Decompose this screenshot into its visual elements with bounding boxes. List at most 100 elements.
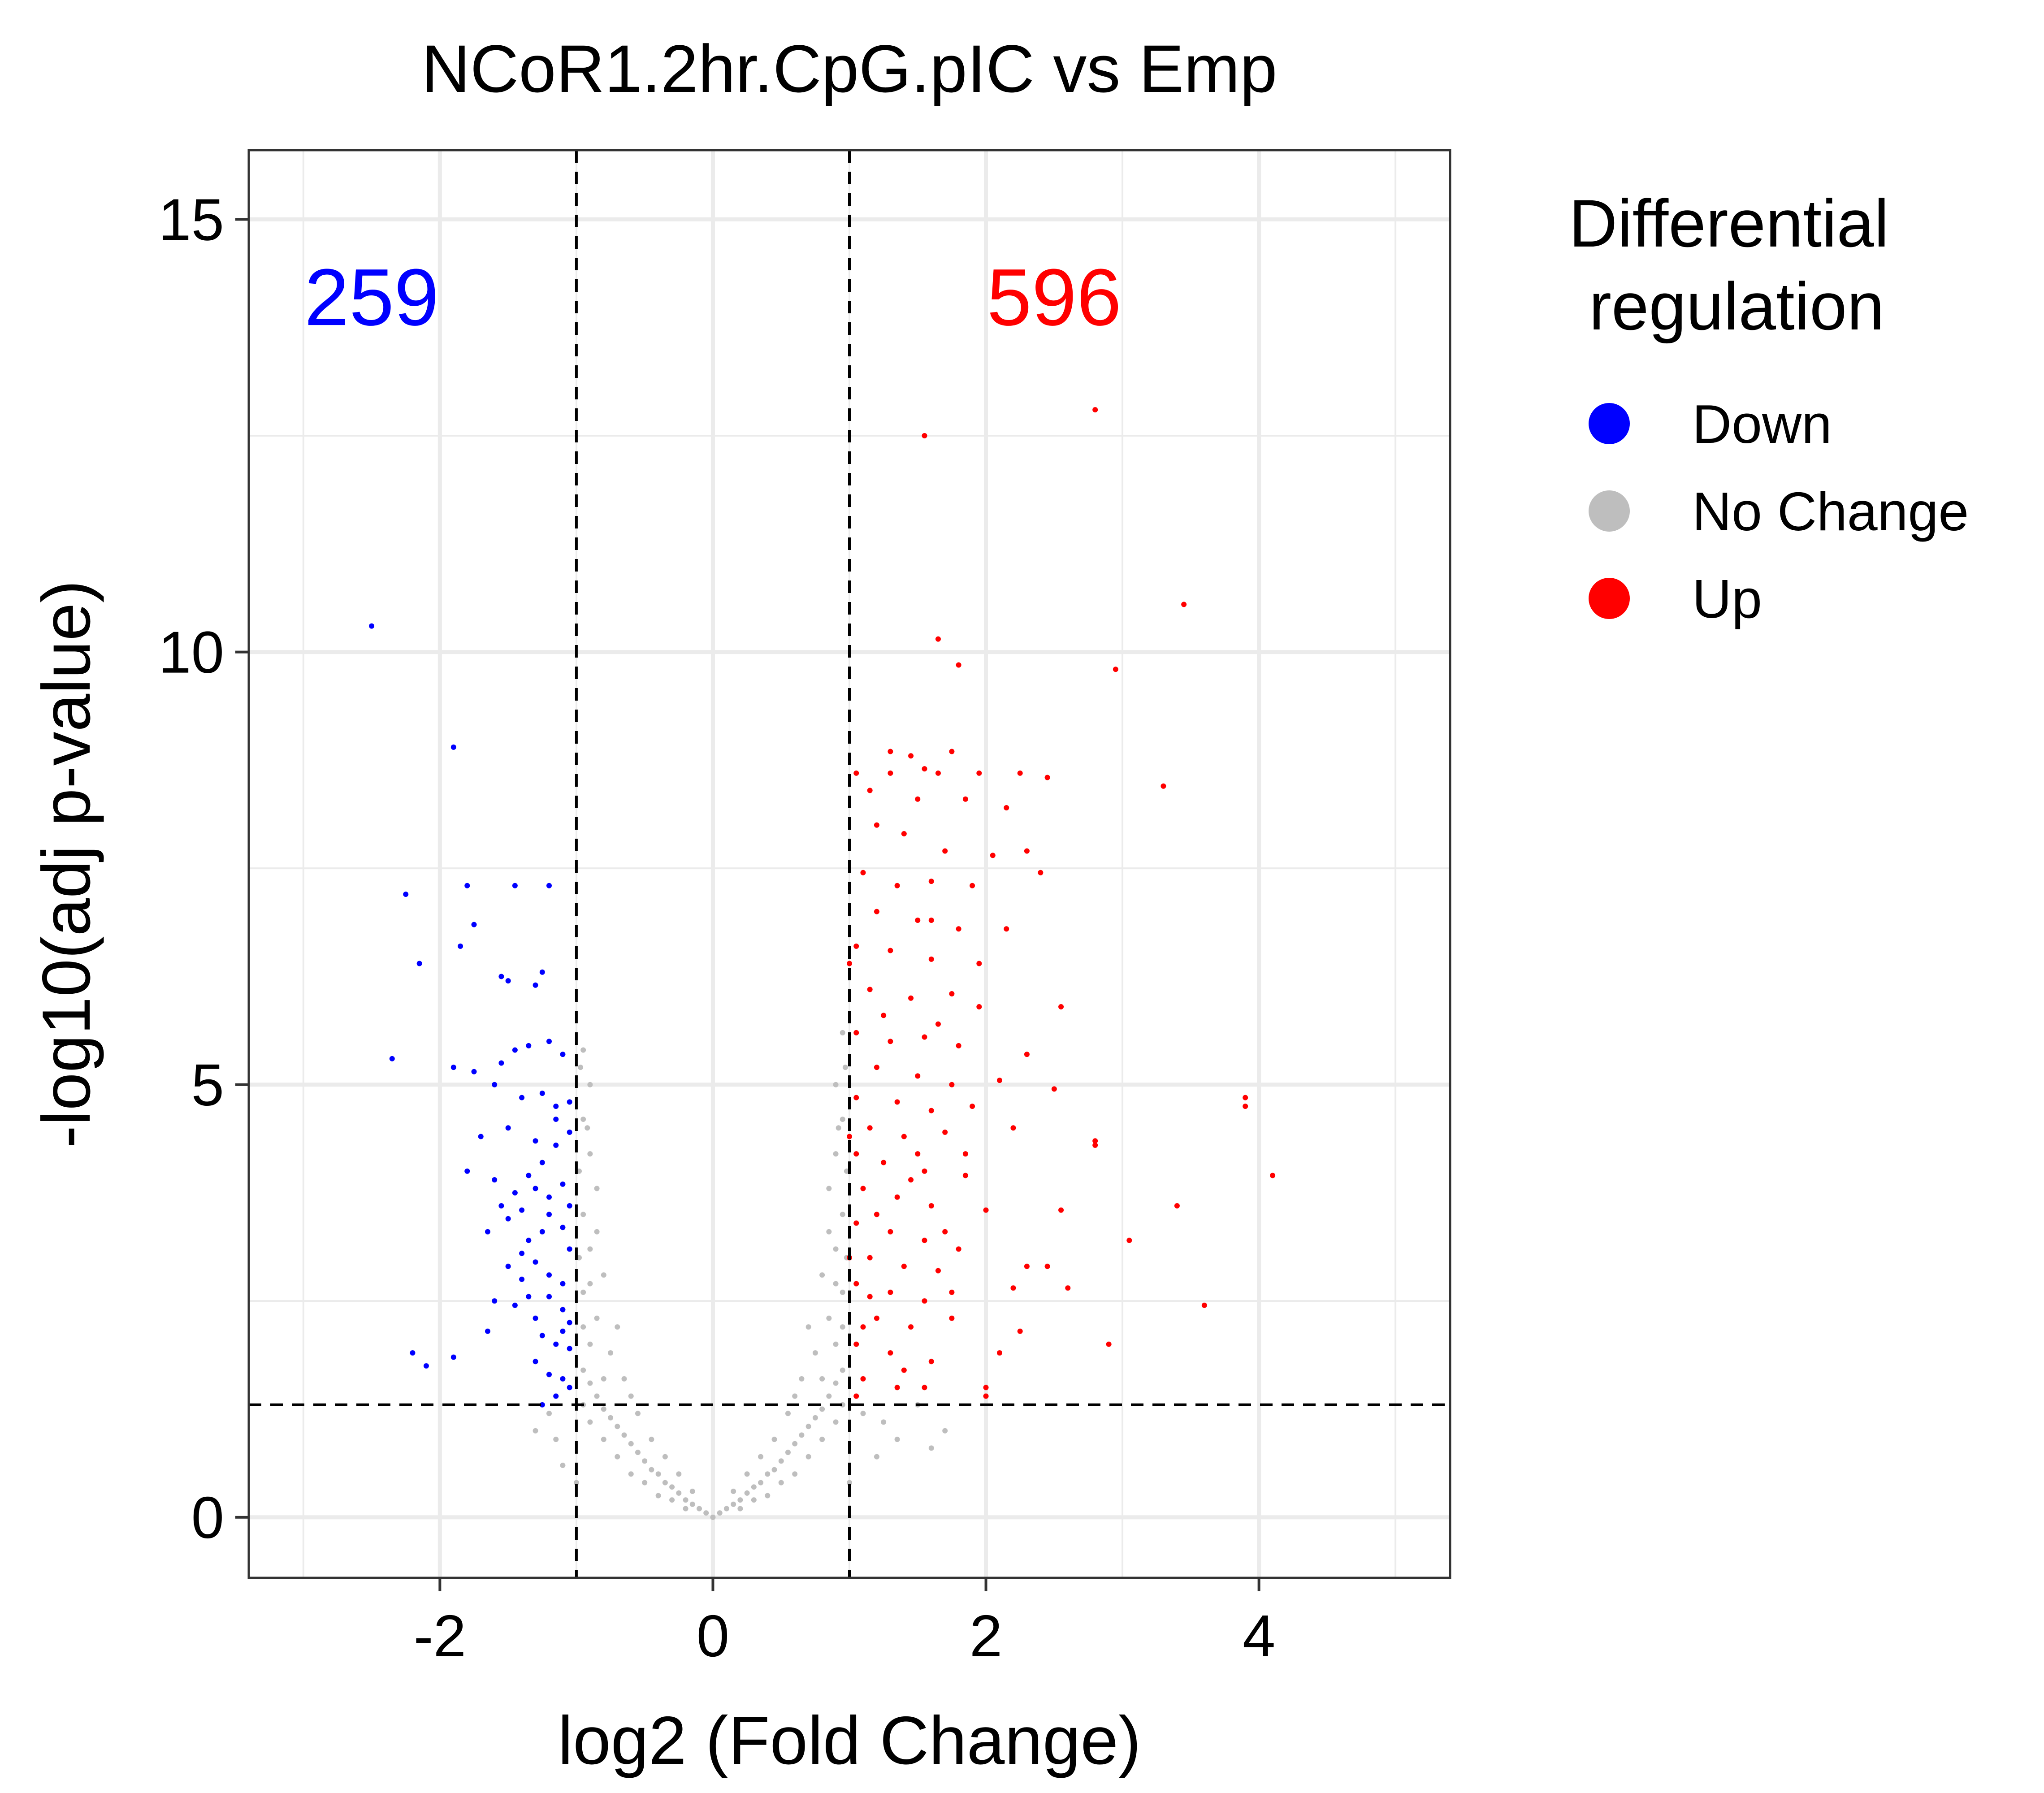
point-down [526,1043,532,1048]
point-up [976,1004,982,1009]
point-up [997,1078,1002,1083]
data-points [369,407,1276,1520]
point-no-change [689,1488,695,1494]
point-up [983,1207,989,1213]
point-no-change [587,1082,593,1087]
point-up [970,1103,975,1109]
legend-label-down: Down [1692,394,1832,455]
point-down [464,883,470,888]
point-no-change [805,1424,811,1429]
point-up [894,883,900,888]
point-down [478,1134,484,1139]
point-no-change [826,1315,832,1321]
point-up [1017,1328,1023,1334]
point-no-change [580,1290,586,1295]
point-up [888,1350,893,1356]
point-no-change [560,1463,566,1468]
point-up [1106,1341,1112,1347]
point-up [1126,1238,1132,1243]
count-annotations: 259 596 [304,252,1122,342]
point-no-change [805,1454,811,1460]
point-down [519,1277,525,1282]
point-down [458,943,463,949]
point-up [956,662,961,668]
point-no-change [836,1125,841,1131]
point-no-change [676,1490,682,1496]
point-no-change [805,1324,811,1330]
point-up [860,1186,866,1191]
point-down [389,1056,395,1061]
point-no-change [594,1315,600,1321]
legend-entries: Down No Change Up [1589,394,1969,629]
point-no-change [819,1376,825,1382]
point-no-change [758,1454,764,1460]
point-up [942,1129,948,1135]
point-down [533,1259,538,1265]
point-down [567,1385,572,1390]
point-no-change [649,1467,654,1473]
point-down [553,1142,559,1148]
point-no-change [826,1229,832,1234]
point-no-change [608,1415,614,1421]
point-up [1243,1095,1248,1100]
point-down [403,892,409,897]
legend-key-down [1589,403,1630,444]
point-down [539,1160,545,1165]
point-down [546,1194,552,1200]
point-up [970,883,975,888]
point-up [874,1315,879,1321]
point-no-change [942,1428,948,1434]
point-up [881,1013,887,1018]
point-down [498,1203,504,1208]
point-up [901,1134,907,1139]
point-no-change [844,1168,849,1174]
point-up [1010,1125,1016,1131]
point-up [1092,1138,1098,1144]
point-up [908,1177,914,1183]
point-no-change [615,1424,620,1429]
point-no-change [580,1367,586,1373]
legend-title-line-2: regulation [1589,269,1884,344]
point-no-change [751,1497,757,1503]
point-no-change [860,1411,866,1416]
point-no-change [621,1376,627,1382]
point-up [1113,667,1118,672]
point-no-change [842,1065,848,1070]
point-down [539,1229,545,1234]
chart-title: NCoR1.2hr.CpG.pIC vs Emp [422,31,1278,106]
point-up [908,995,914,1001]
point-down [533,1186,538,1191]
point-no-change [765,1471,771,1477]
legend-title-line-1: Differential [1569,186,1889,261]
point-up [962,796,968,802]
point-up [853,1151,859,1157]
point-down [553,1393,559,1399]
point-up [874,909,879,914]
axis-ticks: -2 0 2 4 0 5 10 15 [158,186,1275,1669]
point-up [922,1168,927,1174]
point-no-change [580,1116,586,1122]
point-down [560,1281,566,1286]
point-up [853,1281,859,1286]
point-no-change [792,1393,798,1399]
legend-label-no-change: No Change [1692,481,1969,542]
point-down [546,1039,552,1044]
point-no-change [587,1281,593,1286]
point-no-change [792,1441,798,1447]
point-no-change [723,1506,729,1511]
point-no-change [833,1151,839,1157]
point-down [498,1060,504,1066]
point-no-change [840,1290,845,1295]
point-down [567,1203,572,1208]
point-down [450,1065,456,1070]
point-no-change [710,1514,716,1520]
point-no-change [778,1458,784,1464]
point-no-change [833,1419,839,1425]
point-down [567,1320,572,1325]
point-up [983,1385,989,1390]
y-tick-label: 5 [191,1052,224,1118]
point-no-change [840,1367,845,1373]
point-no-change [826,1186,832,1191]
point-no-change [615,1454,620,1460]
point-up [1044,1264,1050,1269]
